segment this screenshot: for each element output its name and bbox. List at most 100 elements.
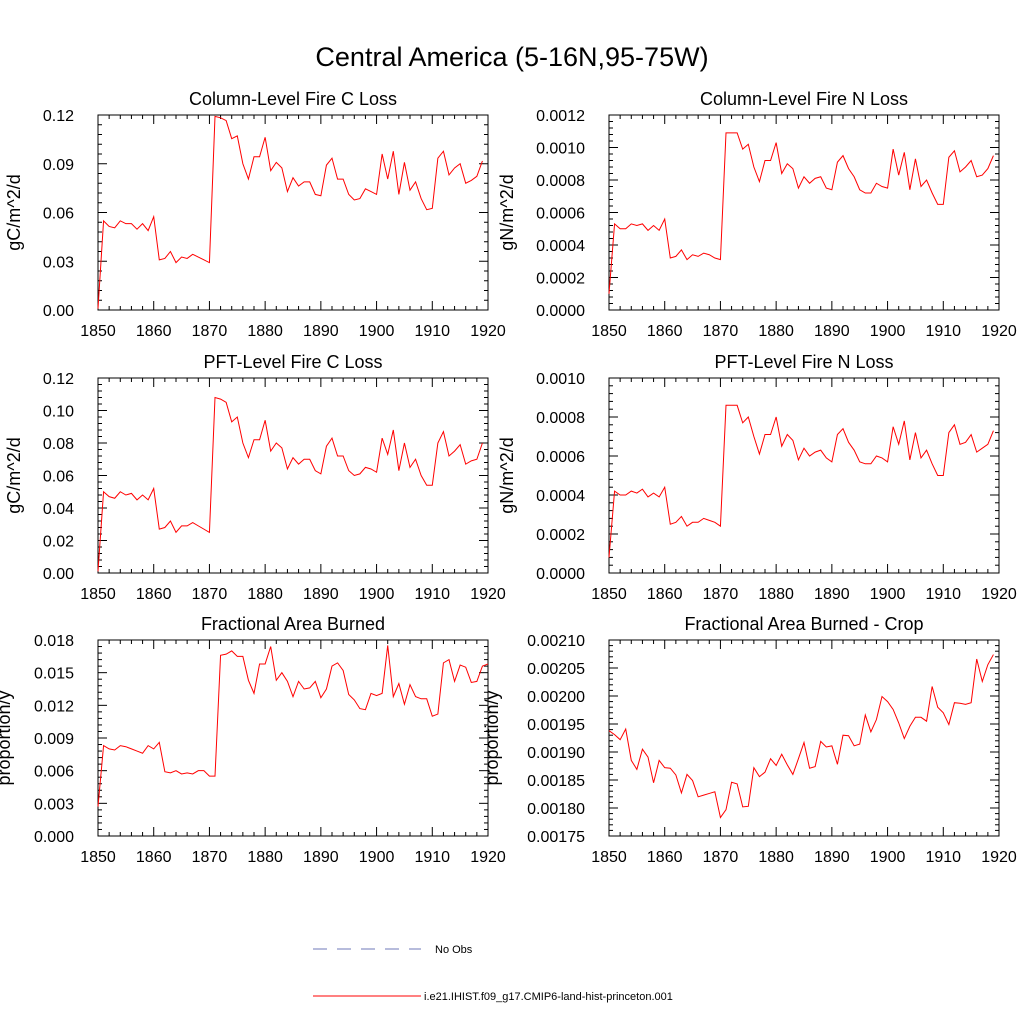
y-tick-label: 0.018 (34, 633, 74, 650)
y-tick-label: 0.12 (43, 371, 74, 388)
x-tick-label: 1860 (136, 849, 172, 866)
page-title: Central America (5-16N,95-75W) (315, 42, 708, 72)
chart-panel-4: PFT-Level Fire N Loss 1850 1860 1870 1880 189… (497, 352, 1017, 603)
chart-panel-3: PFT-Level Fire C Loss 1850 1860 1870 1880 189… (4, 352, 506, 603)
y-tick-label: 0.0006 (536, 449, 585, 466)
y-axis-label: gC/m^2/d (4, 174, 24, 250)
x-tick-label: 1880 (247, 849, 283, 866)
x-tick-label: 1920 (470, 586, 506, 603)
chart-panel-1: Column-Level Fire C Loss 1850 1860 1870 1880… (4, 89, 506, 340)
x-tick-label: 1870 (703, 323, 739, 340)
chart-title: Fractional Area Burned - Crop (684, 614, 923, 634)
y-tick-label: 0.00 (43, 303, 74, 320)
x-tick-label: 1850 (80, 323, 116, 340)
plot-frame (97, 114, 489, 311)
plot-frame (608, 377, 1000, 574)
y-tick-label: 0.09 (43, 157, 74, 174)
y-tick-label: 0.00175 (527, 829, 585, 846)
chart-panel-6: Fractional Area Burned - Crop 1850 1860 187… (482, 614, 1017, 866)
x-tick-label: 1890 (303, 586, 339, 603)
x-tick-label: 1910 (925, 849, 961, 866)
chart-panels: Column-Level Fire C Loss 1850 1860 1870 1880… (0, 89, 1017, 866)
x-tick-label: 1860 (647, 586, 683, 603)
legend: No Obs i.e21.IHIST.f09_g17.CMIP6-land-hi… (313, 944, 673, 1003)
y-tick-label: 0.0010 (536, 141, 585, 158)
series-line (97, 396, 483, 572)
y-tick-label: 0.0010 (536, 371, 585, 388)
x-tick-label: 1910 (925, 586, 961, 603)
y-tick-label: 0.02 (43, 534, 74, 551)
series-line (608, 404, 994, 558)
x-tick-label: 1870 (192, 586, 228, 603)
x-tick-label: 1920 (470, 849, 506, 866)
x-tick-label: 1920 (470, 323, 506, 340)
x-tick-label: 1860 (136, 323, 172, 340)
y-tick-label: 0.0006 (536, 206, 585, 223)
x-tick-label: 1900 (359, 323, 395, 340)
y-tick-label: 0.08 (43, 436, 74, 453)
y-tick-label: 0.00190 (527, 745, 585, 762)
y-tick-label: 0.0012 (536, 108, 585, 125)
x-tick-label: 1850 (80, 849, 116, 866)
x-tick-label: 1920 (981, 323, 1017, 340)
y-tick-label: 0.12 (43, 108, 74, 125)
y-tick-label: 0.0004 (536, 238, 585, 255)
series-line (608, 132, 994, 294)
x-tick-label: 1920 (981, 849, 1017, 866)
y-axis-label: gN/m^2/d (497, 437, 517, 513)
series-line (97, 115, 483, 309)
y-tick-label: 0.0000 (536, 566, 585, 583)
x-tick-label: 1880 (758, 849, 794, 866)
y-tick-label: 0.00210 (527, 633, 585, 650)
x-tick-label: 1880 (758, 586, 794, 603)
x-tick-label: 1900 (870, 849, 906, 866)
y-axis-label: gN/m^2/d (497, 174, 517, 250)
x-tick-label: 1870 (192, 849, 228, 866)
y-tick-label: 0.0002 (536, 271, 585, 288)
series-line (97, 645, 489, 807)
y-tick-label: 0.00200 (527, 689, 585, 706)
y-tick-label: 0.003 (34, 796, 74, 813)
x-tick-label: 1850 (591, 849, 627, 866)
y-tick-label: 0.10 (43, 404, 74, 421)
x-tick-label: 1880 (247, 323, 283, 340)
x-tick-label: 1850 (591, 586, 627, 603)
y-tick-label: 0.03 (43, 254, 74, 271)
x-tick-label: 1900 (870, 586, 906, 603)
x-tick-label: 1850 (80, 586, 116, 603)
x-tick-label: 1890 (303, 849, 339, 866)
x-tick-label: 1900 (359, 849, 395, 866)
x-tick-label: 1880 (758, 323, 794, 340)
y-tick-label: 0.0000 (536, 303, 585, 320)
y-axis-label: proportion/y (482, 690, 502, 785)
chart-panel-2: Column-Level Fire N Loss 1850 1860 1870 1880… (497, 89, 1017, 340)
series-line (608, 654, 994, 819)
x-tick-label: 1860 (647, 323, 683, 340)
y-tick-label: 0.04 (43, 501, 74, 518)
y-tick-label: 0.00185 (527, 773, 585, 790)
x-tick-label: 1870 (192, 323, 228, 340)
chart-title: Column-Level Fire C Loss (189, 89, 397, 109)
y-tick-label: 0.00205 (527, 661, 585, 678)
x-tick-label: 1900 (870, 323, 906, 340)
chart-title: Fractional Area Burned (201, 614, 385, 634)
plot-frame (97, 377, 489, 574)
x-tick-label: 1850 (591, 323, 627, 340)
x-tick-label: 1880 (247, 586, 283, 603)
x-tick-label: 1860 (136, 586, 172, 603)
y-tick-label: 0.0008 (536, 410, 585, 427)
y-tick-label: 0.00 (43, 566, 74, 583)
chart-title: PFT-Level Fire N Loss (714, 352, 893, 372)
x-tick-label: 1890 (303, 323, 339, 340)
y-tick-label: 0.0008 (536, 173, 585, 190)
x-tick-label: 1860 (647, 849, 683, 866)
x-tick-label: 1910 (414, 323, 450, 340)
x-tick-label: 1910 (414, 586, 450, 603)
y-axis-label: proportion/y (0, 690, 14, 785)
y-tick-label: 0.015 (34, 666, 74, 683)
legend-model-label: i.e21.IHIST.f09_g17.CMIP6-land-hist-prin… (424, 991, 673, 1003)
x-tick-label: 1890 (814, 849, 850, 866)
x-tick-label: 1910 (925, 323, 961, 340)
x-tick-label: 1920 (981, 586, 1017, 603)
